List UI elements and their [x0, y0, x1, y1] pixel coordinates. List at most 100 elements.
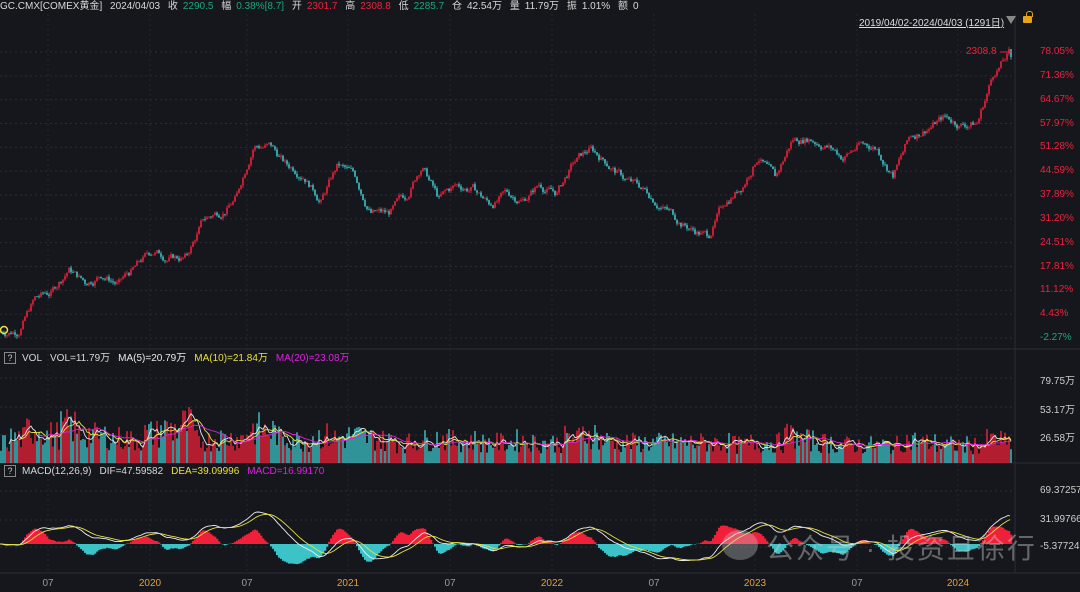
macd-histogram-bar	[176, 544, 179, 549]
macd-help-button[interactable]: ?	[4, 465, 16, 477]
volume-bar	[268, 435, 270, 463]
macd-histogram-bar	[782, 544, 785, 551]
volume-bar	[146, 429, 148, 463]
volume-bar	[756, 442, 758, 463]
macd-histogram-bar	[38, 530, 41, 544]
macd-histogram-bar	[656, 544, 659, 553]
volume-bar	[24, 427, 26, 463]
candle-body	[64, 276, 66, 280]
volume-bar	[802, 439, 804, 463]
macd-legend: ? MACD(12,26,9) DIF=47.59582 DEA=39.09996 MA…	[4, 465, 332, 478]
macd-histogram-bar	[578, 531, 581, 544]
macd-histogram-bar	[718, 527, 721, 544]
volume-help-button[interactable]: ?	[4, 352, 16, 364]
candle-body	[462, 189, 464, 191]
candle-body	[846, 153, 848, 157]
volume-bar	[876, 441, 878, 463]
macd-histogram-bar	[528, 542, 531, 544]
candle-body	[730, 198, 732, 204]
macd-histogram-bar	[678, 544, 681, 548]
oi-value: 42.54万	[466, 1, 502, 12]
candle-body	[726, 202, 728, 206]
macd-histogram-bar	[304, 544, 307, 561]
candle-body	[398, 195, 400, 199]
volume-bar	[174, 424, 176, 463]
volume-bar	[746, 438, 748, 463]
candle-body	[172, 254, 174, 258]
macd-histogram-bar	[596, 544, 599, 545]
volume-bar	[444, 450, 446, 463]
candle-body	[592, 146, 594, 152]
volume-bar	[276, 444, 278, 463]
volume-bar	[1004, 432, 1006, 463]
candle-body	[710, 235, 712, 239]
candle-body	[406, 198, 408, 200]
volume-bar	[72, 441, 74, 463]
macd-histogram-bar	[132, 540, 135, 544]
macd-histogram-bar	[262, 538, 265, 544]
candle-body	[566, 177, 568, 179]
candle-body	[374, 210, 376, 212]
candle-body	[608, 166, 610, 170]
macd-histogram-bar	[72, 541, 75, 544]
volume-bar	[498, 450, 500, 463]
candle-body	[850, 151, 852, 153]
candle-body	[946, 115, 948, 117]
macd-histogram-bar	[256, 530, 259, 544]
macd-histogram-bar	[114, 544, 117, 550]
macd-histogram-bar	[338, 528, 341, 544]
macd-histogram-bar	[992, 526, 995, 544]
macd-histogram-bar	[720, 525, 723, 544]
macd-histogram-bar	[798, 540, 801, 544]
volume-bar	[1006, 444, 1008, 463]
candle-body	[548, 187, 550, 190]
volume-bar	[60, 411, 62, 463]
volume-bar	[308, 451, 310, 463]
volume-bar	[258, 412, 260, 463]
macd-histogram-bar	[956, 544, 959, 551]
volume-bar	[890, 453, 892, 463]
candle-body	[154, 252, 156, 255]
candle-body	[84, 279, 86, 284]
volume-bar	[854, 452, 856, 463]
candle-body	[136, 260, 138, 266]
macd-histogram-bar	[1006, 530, 1009, 544]
volume-bar	[640, 452, 642, 463]
candle-body	[258, 146, 260, 148]
macd-histogram-bar	[778, 544, 781, 554]
candle-body	[54, 287, 56, 289]
candle-body	[606, 163, 608, 167]
candle-body	[940, 117, 942, 120]
volume-bar	[454, 444, 456, 463]
date-range-selector[interactable]: 2019/04/02-2024/04/03 (1291日)	[859, 18, 1005, 29]
volume-bar	[838, 445, 840, 463]
macd-histogram-bar	[168, 544, 171, 550]
macd-histogram-bar	[674, 544, 677, 547]
candle-body	[840, 155, 842, 160]
volume-bar	[442, 435, 444, 463]
volume-bar	[996, 444, 998, 463]
macd-histogram-bar	[422, 528, 425, 544]
unlock-icon[interactable]	[1023, 11, 1033, 23]
candle-body	[600, 157, 602, 160]
volume-bar	[998, 444, 1000, 463]
triangle-down-icon[interactable]	[1006, 16, 1016, 24]
macd-histogram-bar	[444, 544, 447, 552]
macd-histogram-bar	[512, 541, 515, 544]
candle-body	[410, 188, 412, 197]
macd-histogram-bar	[446, 544, 449, 551]
macd-histogram-bar	[556, 544, 559, 546]
candle-body	[570, 163, 572, 171]
macd-histogram-bar	[78, 544, 81, 548]
volume-bar	[436, 431, 438, 463]
volume-bar	[562, 447, 564, 463]
candle-body	[642, 187, 644, 189]
macd-histogram-bar	[198, 534, 201, 544]
volume-bar	[478, 443, 480, 463]
volume-bar	[142, 445, 144, 463]
candle-body	[60, 282, 62, 283]
macd-histogram-bar	[366, 544, 369, 562]
volume-bar	[674, 448, 676, 463]
macd-histogram-bar	[980, 542, 983, 544]
